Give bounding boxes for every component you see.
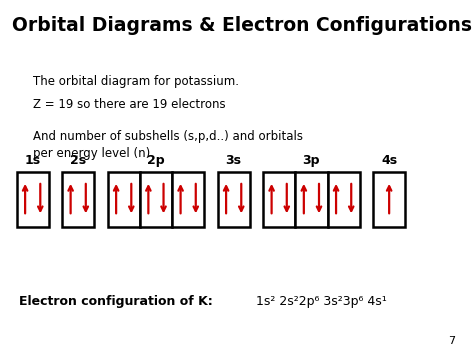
Text: 7: 7 <box>448 336 455 346</box>
Bar <box>218 172 250 227</box>
Text: Orbital Diagrams & Electron Configurations: Orbital Diagrams & Electron Configuratio… <box>12 16 472 35</box>
Bar <box>108 172 140 227</box>
Text: 1s: 1s <box>25 154 41 167</box>
Bar <box>62 172 94 227</box>
Bar <box>140 172 172 227</box>
Text: 4s: 4s <box>381 154 397 167</box>
Text: The orbital diagram for potassium.: The orbital diagram for potassium. <box>33 75 239 88</box>
Text: 3s: 3s <box>226 154 242 167</box>
Text: Z = 19 so there are 19 electrons: Z = 19 so there are 19 electrons <box>33 98 226 111</box>
Text: Electron configuration of K:: Electron configuration of K: <box>19 295 213 308</box>
Text: 3p: 3p <box>303 154 320 167</box>
Bar <box>373 172 405 227</box>
Text: And number of subshells (s,p,d..) and orbitals
per energy level (n): And number of subshells (s,p,d..) and or… <box>33 130 303 160</box>
Bar <box>328 172 360 227</box>
Bar <box>172 172 204 227</box>
Text: 1s² 2s²2p⁶ 3s²3p⁶ 4s¹: 1s² 2s²2p⁶ 3s²3p⁶ 4s¹ <box>256 295 387 308</box>
Bar <box>17 172 49 227</box>
Text: 2s: 2s <box>70 154 86 167</box>
Bar <box>295 172 328 227</box>
Text: 2p: 2p <box>147 154 165 167</box>
Bar <box>263 172 295 227</box>
